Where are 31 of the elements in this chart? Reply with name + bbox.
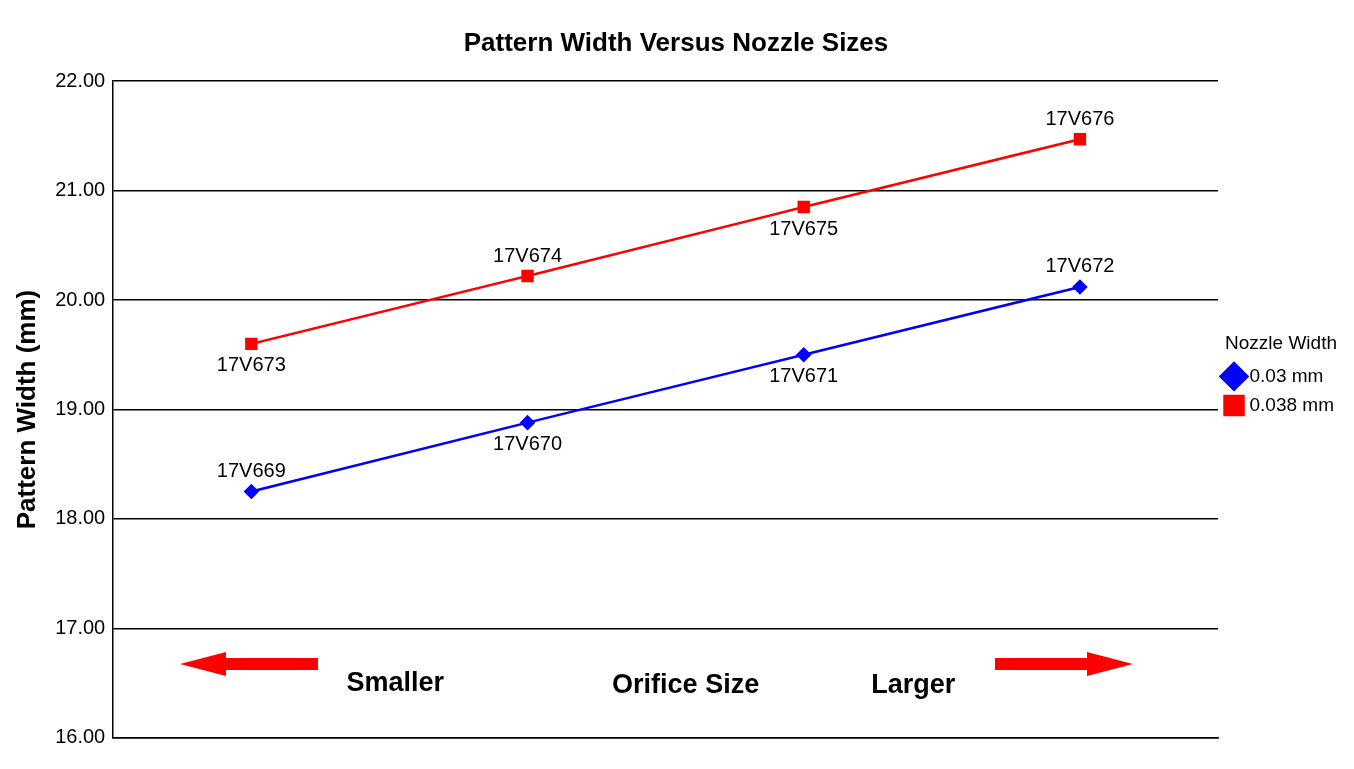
point [797, 200, 810, 214]
legend-title: Nozzle Width [1225, 331, 1337, 353]
x-axis-title: Orifice Size [612, 669, 760, 700]
point [796, 347, 811, 363]
point [521, 269, 534, 283]
point [244, 484, 259, 499]
y-tick-label: 20.00 [55, 287, 106, 310]
point [1073, 133, 1087, 146]
point [520, 415, 535, 430]
annotation: 17V676 [1045, 106, 1115, 129]
y-tick-label: 19.00 [55, 397, 106, 420]
annotation: Larger [871, 669, 956, 700]
annotation: Smaller [346, 667, 445, 698]
annotation: 17V673 [216, 353, 286, 376]
annotation: 17V670 [493, 432, 563, 455]
annotation: 17V672 [1045, 254, 1115, 277]
y-tick-label: 22.00 [55, 68, 106, 91]
point [1072, 279, 1088, 295]
annotation: 17V669 [216, 459, 286, 482]
legend-label: 0.038 mm [1249, 393, 1334, 415]
y-tick-label: 17.00 [55, 615, 106, 638]
y-tick-label: 18.00 [55, 506, 106, 529]
annotation: 17V675 [769, 216, 839, 239]
point [245, 337, 258, 351]
annotation: 17V671 [769, 364, 839, 387]
chart-title: Pattern Width Versus Nozzle Sizes [463, 26, 889, 57]
annotation: 17V674 [493, 243, 563, 266]
y-tick-label: 16.00 [55, 725, 106, 748]
y-tick-label: 21.00 [55, 178, 106, 201]
y-axis-title: Pattern Width (mm) [10, 289, 41, 530]
legend-label: 0.03 mm [1249, 364, 1324, 386]
